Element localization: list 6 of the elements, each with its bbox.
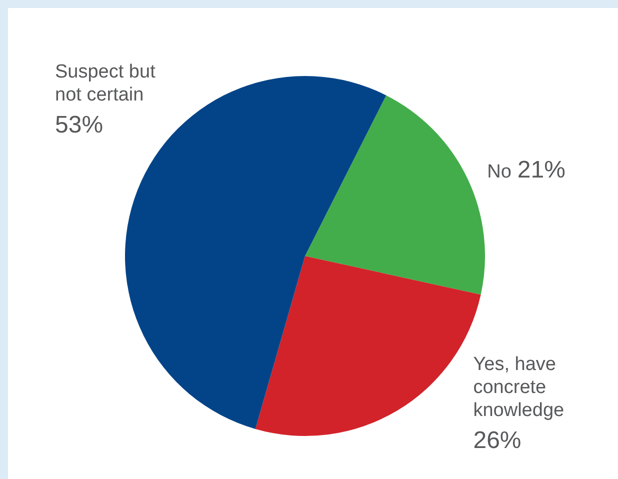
slice-label: No [487,162,512,183]
data-label: 26% [473,427,522,454]
slice-label: Yes, have concrete knowledge [473,354,564,422]
slice-label: Suspect but not certain [55,61,156,106]
data-label: 21% [517,156,566,184]
data-label: 53% [55,111,104,138]
